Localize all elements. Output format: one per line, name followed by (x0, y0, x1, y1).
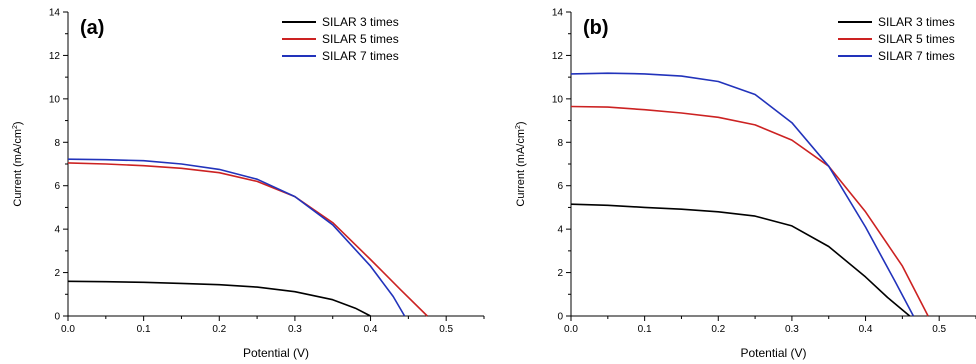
y-tick-label: 2 (54, 268, 60, 279)
series-line-silar-3 (570, 203, 911, 317)
legend: SILAR 3 times SILAR 5 times SILAR 7 times (282, 15, 399, 63)
y-tick-label: 14 (49, 8, 61, 19)
x-tick-label: 0.0 (61, 324, 75, 335)
y-axis-label-main: Current (mA/cm (12, 129, 24, 207)
legend-label: SILAR 3 times (322, 15, 399, 29)
y-tick-label: 6 (557, 181, 563, 192)
series-line-silar-7 (67, 158, 406, 317)
y-tick-label: 4 (557, 225, 563, 236)
y-tick-label: 12 (552, 51, 564, 62)
panel-label: (a) (80, 17, 104, 39)
x-tick-label: 0.2 (212, 324, 226, 335)
legend-label: SILAR 5 times (322, 32, 399, 46)
x-tick-label: 0.4 (364, 324, 378, 335)
y-tick-label: 10 (49, 94, 61, 105)
legend-label: SILAR 7 times (878, 49, 955, 63)
chart-panel-b: 0.0 0.1 0.2 0.3 0.4 0.5 0 2 4 6 8 10 12 14 Potential (… (515, 8, 976, 360)
x-axis-label: Potential (V) (740, 346, 806, 360)
x-tick-label: 0.4 (859, 324, 873, 335)
y-tick-label: 14 (552, 8, 564, 19)
y-tick-label: 8 (54, 138, 60, 149)
y-axis-label-main: Current (mA/cm (515, 129, 527, 207)
x-tick-label: 0.3 (785, 324, 799, 335)
panel-label: (b) (583, 17, 609, 39)
chart-panel-a: 0.0 0.1 0.2 0.3 0.4 0.5 0 2 4 6 8 10 12 14 Potential (… (12, 8, 485, 360)
legend-label: SILAR 5 times (878, 32, 955, 46)
y-axis-label: Current (mA/cm2) (515, 121, 527, 206)
y-tick-label: 12 (49, 51, 61, 62)
y-tick-label: 10 (552, 94, 564, 105)
y-tick-label: 8 (557, 138, 563, 149)
y-axis-label-end: ) (12, 121, 24, 125)
x-axis-label: Potential (V) (243, 346, 309, 360)
x-tick-label: 0.3 (288, 324, 302, 335)
y-tick-label: 0 (54, 312, 60, 323)
y-tick-label: 2 (557, 268, 563, 279)
x-tick-label: 0.1 (638, 324, 652, 335)
series-line-silar-5 (570, 105, 929, 317)
legend-label: SILAR 3 times (878, 15, 955, 29)
series-line-silar-5 (67, 162, 428, 317)
x-tick-label: 0.1 (137, 324, 151, 335)
x-tick-label: 0.5 (439, 324, 453, 335)
legend-label: SILAR 7 times (322, 49, 399, 63)
y-axis-label-superscript: 2 (515, 125, 522, 129)
legend: SILAR 3 times SILAR 5 times SILAR 7 times (838, 15, 955, 63)
x-tick-label: 0.5 (932, 324, 946, 335)
y-axis-label-end: ) (515, 121, 527, 125)
y-tick-label: 6 (54, 181, 60, 192)
series-line-silar-3 (67, 280, 371, 317)
x-tick-label: 0.2 (711, 324, 725, 335)
y-tick-label: 0 (557, 312, 563, 323)
y-axis-label: Current (mA/cm2) (12, 121, 24, 206)
x-tick-label: 0.0 (564, 324, 578, 335)
y-axis-label-superscript: 2 (12, 125, 19, 129)
y-tick-label: 4 (54, 225, 60, 236)
series-line-silar-7 (570, 72, 915, 317)
